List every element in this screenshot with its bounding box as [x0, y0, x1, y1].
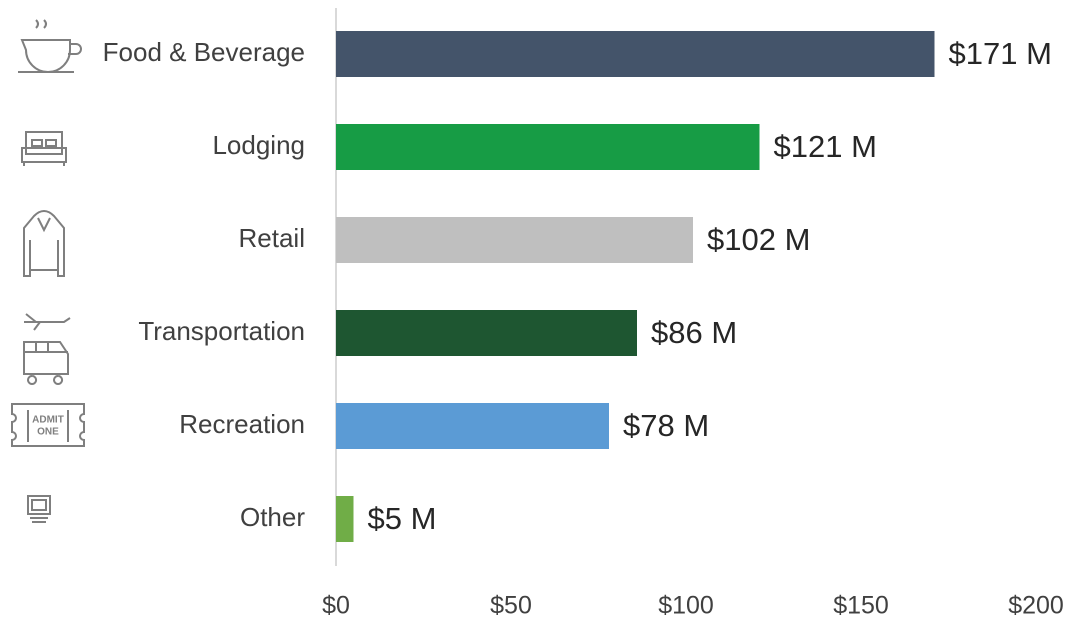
x-tick-label: $50 — [490, 592, 532, 620]
ticket-text: ONE — [37, 427, 59, 438]
ticket-icon: ADMIT ONE — [11, 403, 85, 447]
y-tick-label: Lodging — [212, 130, 305, 160]
y-tick-label: Transportation — [138, 316, 305, 346]
cup-icon — [18, 19, 82, 73]
value-label: $171 M — [949, 36, 1052, 71]
value-label: $5 M — [368, 501, 437, 536]
bar — [336, 496, 354, 542]
x-tick-label: $100 — [658, 592, 714, 620]
bar — [336, 31, 935, 77]
bed-icon — [21, 131, 67, 166]
bar — [336, 124, 760, 170]
bar — [336, 217, 693, 263]
y-tick-label: Other — [240, 502, 305, 532]
x-tick-label: $0 — [322, 592, 350, 620]
value-label: $121 M — [774, 129, 877, 164]
transport-icon — [23, 313, 71, 385]
bar — [336, 403, 609, 449]
ticket-text: ADMIT — [32, 415, 64, 426]
x-tick-label: $150 — [833, 592, 889, 620]
bar — [336, 310, 637, 356]
value-label: $86 M — [651, 315, 737, 350]
y-tick-label: Retail — [239, 223, 305, 253]
y-tick-label: Food & Beverage — [103, 37, 305, 67]
hoodie-icon — [23, 210, 65, 277]
value-label: $102 M — [707, 222, 810, 257]
value-label: $78 M — [623, 408, 709, 443]
icons: ADMIT ONE — [11, 19, 85, 523]
money-icon — [27, 495, 51, 523]
y-tick-label: Recreation — [179, 409, 305, 439]
x-tick-label: $200 — [1008, 592, 1064, 620]
